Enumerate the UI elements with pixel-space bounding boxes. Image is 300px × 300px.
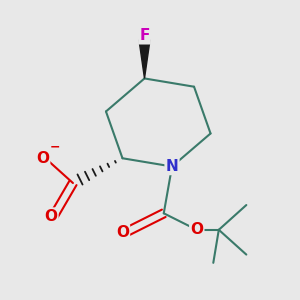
Text: O: O [116, 225, 129, 240]
Text: O: O [44, 208, 57, 224]
Text: N: N [166, 159, 178, 174]
Text: −: − [50, 141, 60, 154]
Text: O: O [190, 222, 203, 237]
Polygon shape [139, 40, 150, 78]
Text: F: F [139, 28, 150, 43]
Text: O: O [36, 151, 49, 166]
